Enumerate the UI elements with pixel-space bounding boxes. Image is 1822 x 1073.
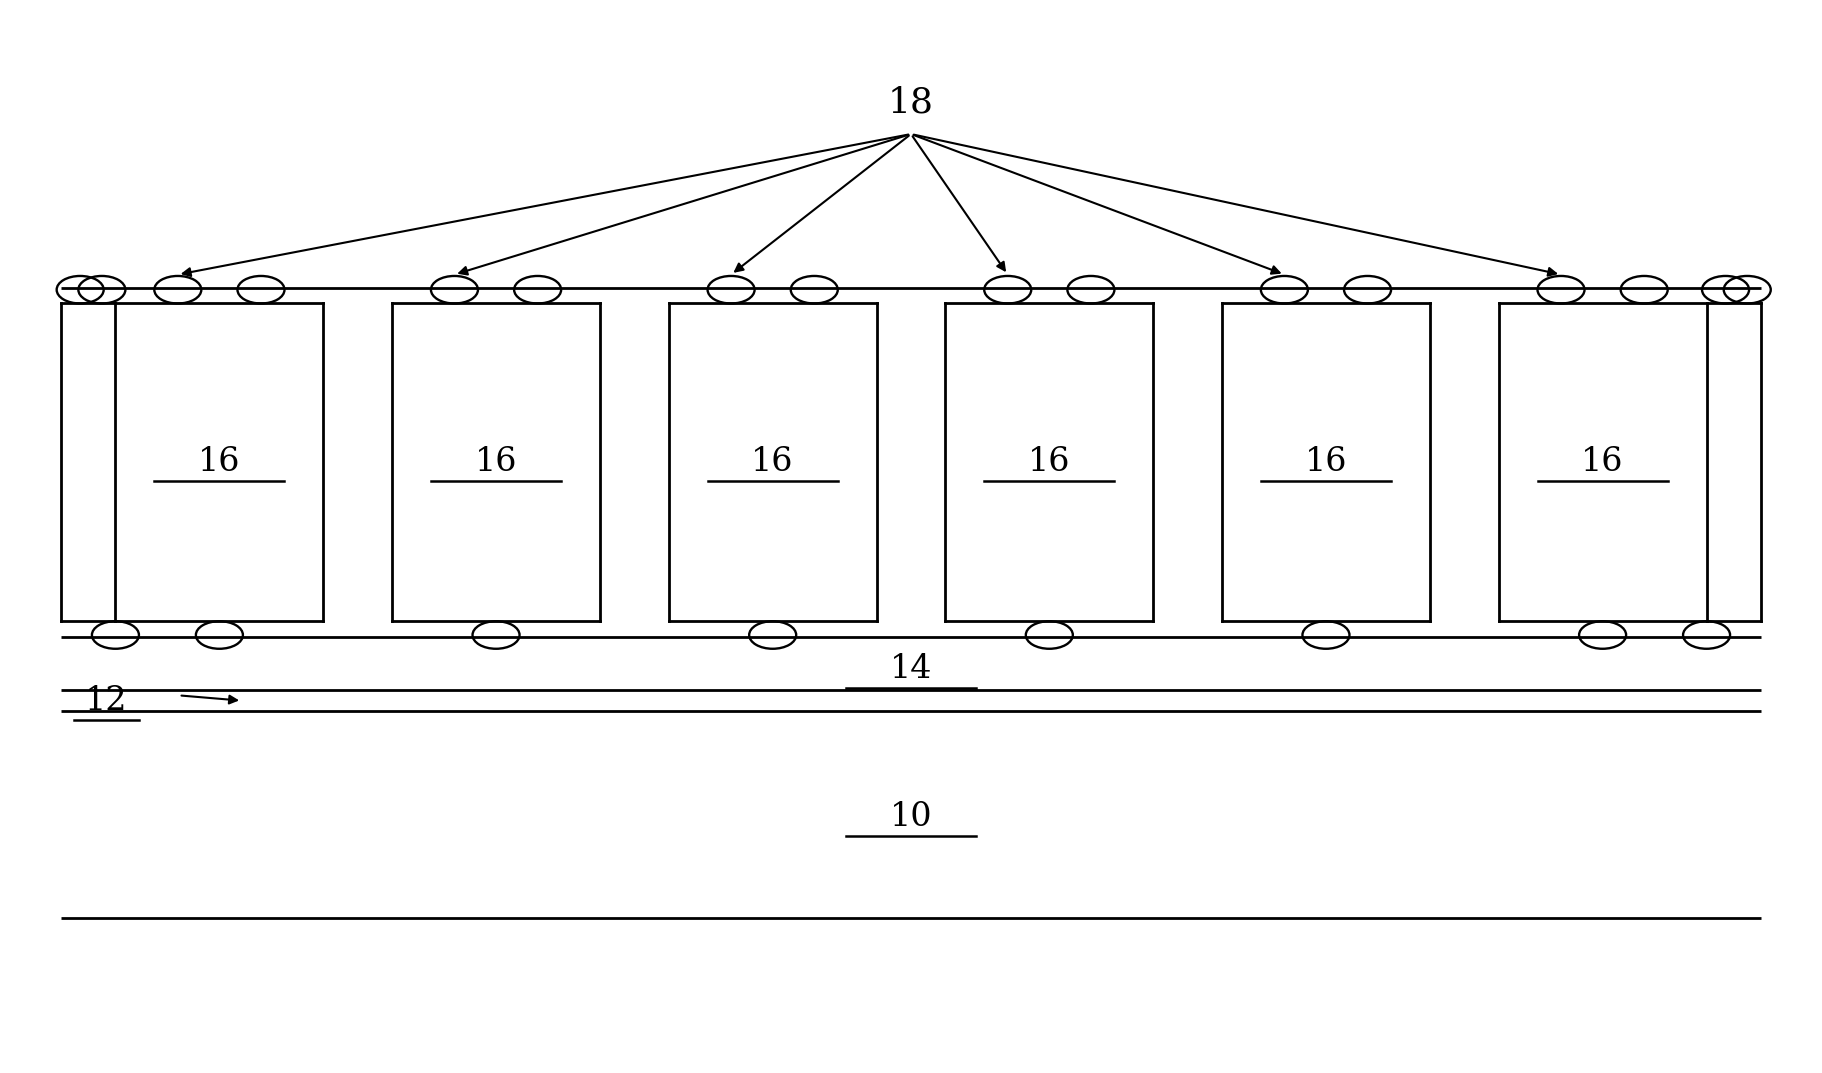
Text: 16: 16 [1305,446,1346,479]
Text: 10: 10 [889,802,933,833]
Text: 16: 16 [476,446,517,479]
Text: 16: 16 [751,446,794,479]
Text: 16: 16 [199,446,241,479]
Text: 14: 14 [889,652,933,685]
Text: 12: 12 [86,685,128,717]
Text: 16: 16 [1028,446,1071,479]
Text: 18: 18 [887,85,935,119]
Text: 16: 16 [1581,446,1623,479]
